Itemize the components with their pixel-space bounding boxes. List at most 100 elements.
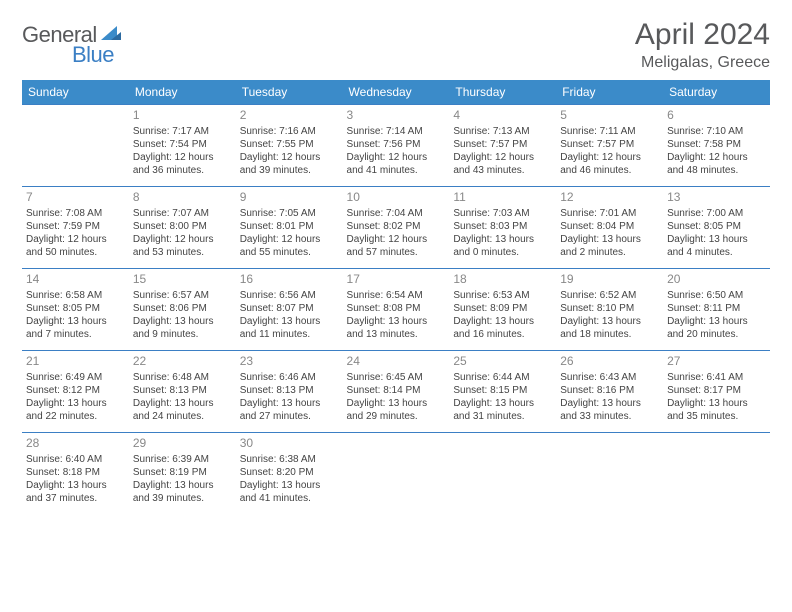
daylight-text: Daylight: 13 hours [240,479,339,492]
daylight-text: Daylight: 12 hours [133,151,232,164]
sunset-text: Sunset: 7:58 PM [667,138,766,151]
daylight-text: and 20 minutes. [667,328,766,341]
sunrise-text: Sunrise: 6:52 AM [560,289,659,302]
title-block: April 2024 Meligalas, Greece [635,18,770,72]
daylight-text: Daylight: 12 hours [26,233,125,246]
daylight-text: Daylight: 12 hours [347,151,446,164]
day-number: 7 [26,190,125,206]
calendar-day-cell: 20Sunrise: 6:50 AMSunset: 8:11 PMDayligh… [663,269,770,351]
sunset-text: Sunset: 8:10 PM [560,302,659,315]
day-number: 29 [133,436,232,452]
sunset-text: Sunset: 7:59 PM [26,220,125,233]
sunrise-text: Sunrise: 7:08 AM [26,207,125,220]
sunrise-text: Sunrise: 7:05 AM [240,207,339,220]
sunset-text: Sunset: 8:18 PM [26,466,125,479]
daylight-text: and 4 minutes. [667,246,766,259]
daylight-text: Daylight: 13 hours [133,479,232,492]
daylight-text: Daylight: 13 hours [26,479,125,492]
sunrise-text: Sunrise: 6:56 AM [240,289,339,302]
sunset-text: Sunset: 8:05 PM [667,220,766,233]
daylight-text: Daylight: 12 hours [667,151,766,164]
daylight-text: Daylight: 13 hours [240,397,339,410]
sunset-text: Sunset: 8:05 PM [26,302,125,315]
daylight-text: Daylight: 12 hours [453,151,552,164]
sunset-text: Sunset: 8:13 PM [240,384,339,397]
sunrise-text: Sunrise: 7:14 AM [347,125,446,138]
calendar-day-cell: 26Sunrise: 6:43 AMSunset: 8:16 PMDayligh… [556,351,663,433]
sunrise-text: Sunrise: 6:44 AM [453,371,552,384]
daylight-text: and 53 minutes. [133,246,232,259]
day-number: 28 [26,436,125,452]
sunrise-text: Sunrise: 7:04 AM [347,207,446,220]
day-number: 4 [453,108,552,124]
day-number: 12 [560,190,659,206]
sunrise-text: Sunrise: 6:38 AM [240,453,339,466]
day-number: 30 [240,436,339,452]
sunset-text: Sunset: 8:00 PM [133,220,232,233]
calendar-day-cell: 9Sunrise: 7:05 AMSunset: 8:01 PMDaylight… [236,187,343,269]
calendar-day-cell: 24Sunrise: 6:45 AMSunset: 8:14 PMDayligh… [343,351,450,433]
daylight-text: and 36 minutes. [133,164,232,177]
day-number: 20 [667,272,766,288]
sunrise-text: Sunrise: 6:48 AM [133,371,232,384]
calendar-header-row: SundayMondayTuesdayWednesdayThursdayFrid… [22,80,770,105]
calendar-week-row: 7Sunrise: 7:08 AMSunset: 7:59 PMDaylight… [22,187,770,269]
daylight-text: and 27 minutes. [240,410,339,423]
calendar-day-cell: 13Sunrise: 7:00 AMSunset: 8:05 PMDayligh… [663,187,770,269]
sunset-text: Sunset: 8:08 PM [347,302,446,315]
daylight-text: and 55 minutes. [240,246,339,259]
daylight-text: Daylight: 12 hours [347,233,446,246]
weekday-header: Sunday [22,80,129,105]
calendar-day-cell [343,433,450,515]
daylight-text: Daylight: 13 hours [133,315,232,328]
sunrise-text: Sunrise: 6:40 AM [26,453,125,466]
daylight-text: and 9 minutes. [133,328,232,341]
calendar-day-cell: 29Sunrise: 6:39 AMSunset: 8:19 PMDayligh… [129,433,236,515]
sunset-text: Sunset: 8:03 PM [453,220,552,233]
day-number: 15 [133,272,232,288]
daylight-text: and 33 minutes. [560,410,659,423]
sunset-text: Sunset: 8:07 PM [240,302,339,315]
daylight-text: and 48 minutes. [667,164,766,177]
sunrise-text: Sunrise: 7:07 AM [133,207,232,220]
day-number: 8 [133,190,232,206]
daylight-text: Daylight: 12 hours [240,233,339,246]
sunrise-text: Sunrise: 6:41 AM [667,371,766,384]
daylight-text: and 57 minutes. [347,246,446,259]
day-number: 23 [240,354,339,370]
daylight-text: Daylight: 13 hours [667,315,766,328]
calendar-day-cell: 28Sunrise: 6:40 AMSunset: 8:18 PMDayligh… [22,433,129,515]
calendar-day-cell: 16Sunrise: 6:56 AMSunset: 8:07 PMDayligh… [236,269,343,351]
daylight-text: and 2 minutes. [560,246,659,259]
daylight-text: and 7 minutes. [26,328,125,341]
sunrise-text: Sunrise: 6:46 AM [240,371,339,384]
calendar-day-cell: 30Sunrise: 6:38 AMSunset: 8:20 PMDayligh… [236,433,343,515]
day-number: 17 [347,272,446,288]
daylight-text: Daylight: 13 hours [453,397,552,410]
daylight-text: Daylight: 12 hours [560,151,659,164]
weekday-header: Monday [129,80,236,105]
calendar-week-row: 1Sunrise: 7:17 AMSunset: 7:54 PMDaylight… [22,105,770,187]
calendar-day-cell [449,433,556,515]
sunset-text: Sunset: 7:54 PM [133,138,232,151]
day-number: 11 [453,190,552,206]
sunrise-text: Sunrise: 7:17 AM [133,125,232,138]
sunrise-text: Sunrise: 6:54 AM [347,289,446,302]
sunrise-text: Sunrise: 7:13 AM [453,125,552,138]
sunset-text: Sunset: 8:13 PM [133,384,232,397]
calendar-day-cell: 27Sunrise: 6:41 AMSunset: 8:17 PMDayligh… [663,351,770,433]
calendar-day-cell: 21Sunrise: 6:49 AMSunset: 8:12 PMDayligh… [22,351,129,433]
sunset-text: Sunset: 7:57 PM [453,138,552,151]
daylight-text: Daylight: 13 hours [347,397,446,410]
calendar-day-cell [663,433,770,515]
calendar-day-cell: 6Sunrise: 7:10 AMSunset: 7:58 PMDaylight… [663,105,770,187]
daylight-text: and 46 minutes. [560,164,659,177]
day-number: 1 [133,108,232,124]
daylight-text: Daylight: 13 hours [240,315,339,328]
calendar-day-cell: 22Sunrise: 6:48 AMSunset: 8:13 PMDayligh… [129,351,236,433]
daylight-text: Daylight: 13 hours [560,397,659,410]
calendar-day-cell: 11Sunrise: 7:03 AMSunset: 8:03 PMDayligh… [449,187,556,269]
weekday-header: Friday [556,80,663,105]
daylight-text: and 0 minutes. [453,246,552,259]
daylight-text: Daylight: 12 hours [133,233,232,246]
